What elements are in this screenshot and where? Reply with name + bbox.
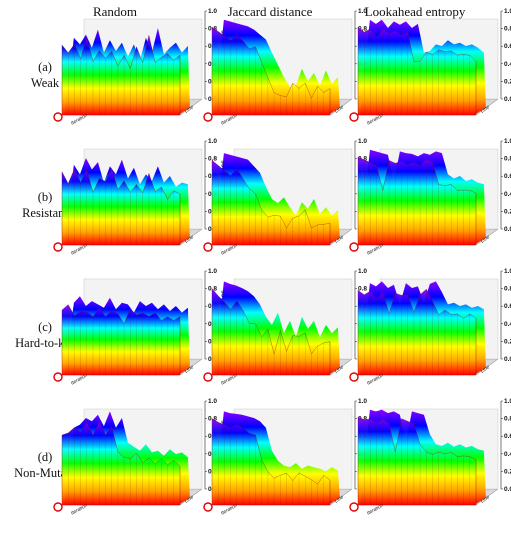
surface-front [211,159,331,246]
z-tick-label: 1.0 [358,268,367,275]
origin-marker-icon [203,112,213,122]
y-axis-label: Line [184,104,195,114]
surface-panel-d-jaccard: 0.00.20.40.60.81.0SuspiciousnessIteratio… [203,398,377,517]
z-tick-label: 1.0 [504,398,511,405]
z-tick-label: 0.8 [208,286,217,293]
row-letter: (d) [38,450,53,464]
surface-front [61,304,181,376]
surface-front [211,26,331,116]
y-axis-label: Line [184,364,195,374]
z-tick-label: 0.6 [504,303,511,310]
z-tick-label: 1.0 [504,8,511,15]
column-header-2: Lookahead entropy [365,4,466,19]
z-tick-label: 0.8 [504,286,511,293]
origin-marker-icon [349,372,359,382]
z-tick-label: 0.0 [504,226,511,233]
row-label-2: (c) Hard-to-kill [15,320,75,350]
z-tick-label: 0.4 [504,61,511,68]
origin-marker-icon [203,372,213,382]
z-tick-label: 0.2 [504,78,511,85]
surface-panel-c-jaccard: 0.00.20.40.60.81.0SuspiciousnessIteratio… [203,268,377,387]
y-axis-label: Line [334,494,345,504]
row-name: Resistant [22,206,68,220]
origin-marker-icon [53,372,63,382]
z-tick-label: 0.8 [504,416,511,423]
row-letter: (b) [38,190,53,204]
z-tick-label: 1.0 [358,398,367,405]
z-tick-label: 0.4 [504,191,511,198]
origin-marker-icon [349,242,359,252]
row-label-1: (b) Resistant [22,190,68,220]
z-tick-label: 0.4 [504,451,511,458]
surface-panel-b-random: 0.00.20.40.60.81.0SuspiciousnessIteratio… [53,138,227,257]
z-tick-label: 0.0 [504,486,511,493]
y-axis-label: Line [184,494,195,504]
y-axis-label: Line [480,104,491,114]
surface-panel-c-random: 0.00.20.40.60.81.0SuspiciousnessIteratio… [53,268,227,387]
origin-marker-icon [349,112,359,122]
row-letter: (c) [38,320,52,334]
z-tick-label: 1.0 [504,138,511,145]
origin-marker-icon [349,502,359,512]
z-tick-label: 0.4 [504,321,511,328]
origin-marker-icon [203,502,213,512]
column-header-0: Random [93,4,137,19]
z-tick-label: 0.8 [358,286,367,293]
origin-marker-icon [203,242,213,252]
y-axis-label: Line [334,364,345,374]
z-tick-label: 1.0 [208,398,217,405]
surface-panel-a-jaccard: 0.00.20.40.60.81.0SuspiciousnessIteratio… [203,8,377,127]
z-tick-label: 1.0 [358,138,367,145]
surface-panel-a-random: 0.00.20.40.60.81.0SuspiciousnessIteratio… [53,8,227,127]
z-tick-label: 1.0 [208,8,217,15]
z-tick-label: 0.6 [504,173,511,180]
z-tick-label: 0.0 [504,356,511,363]
z-tick-label: 0.8 [504,26,511,33]
y-axis-label: Line [334,104,345,114]
surface-panel-a-lookahead: 0.00.20.40.60.81.0SuspiciousnessIteratio… [349,8,511,127]
z-tick-label: 0.6 [504,43,511,50]
z-tick-label: 1.0 [504,268,511,275]
surface-panel-c-lookahead: 0.00.20.40.60.81.0SuspiciousnessIteratio… [349,268,511,387]
y-axis-label: Line [334,234,345,244]
z-tick-label: 0.8 [504,156,511,163]
y-axis-label: Line [480,494,491,504]
row-name: Weak [31,76,60,90]
z-tick-label: 1.0 [208,268,217,275]
z-tick-label: 1.0 [208,138,217,145]
z-tick-label: 0.6 [504,433,511,440]
row-label-0: (a) Weak [31,60,60,90]
origin-marker-icon [53,242,63,252]
surface-front [61,35,181,116]
surface-panel-b-lookahead: 0.00.20.40.60.81.0SuspiciousnessIteratio… [349,138,511,257]
surface-panel-b-jaccard: 0.00.20.40.60.81.0SuspiciousnessIteratio… [203,138,377,257]
surface-front [357,288,477,376]
surface-front [61,421,181,506]
z-tick-label: 1.0 [358,8,367,15]
surface-panel-d-random: 0.00.20.40.60.81.0SuspiciousnessIteratio… [53,398,227,517]
row-letter: (a) [38,60,52,74]
surface-front [357,416,477,506]
surface-front [357,156,477,246]
row-label-3: (d) Non-Mutant [14,450,76,480]
z-tick-label: 0.2 [504,208,511,215]
origin-marker-icon [53,112,63,122]
z-tick-label: 0.8 [208,156,217,163]
row-name: Non-Mutant [14,466,76,480]
y-axis-label: Line [480,364,491,374]
surface-panel-d-lookahead: 0.00.20.40.60.81.0SuspiciousnessIteratio… [349,398,511,517]
row-name: Hard-to-kill [15,336,75,350]
z-tick-label: 0.2 [504,468,511,475]
y-axis-label: Line [480,234,491,244]
column-header-1: Jaccard distance [228,4,313,19]
z-tick-label: 0.0 [504,96,511,103]
origin-marker-icon [53,502,63,512]
z-tick-label: 0.8 [358,26,367,33]
y-axis-label: Line [184,234,195,244]
z-tick-label: 0.2 [504,338,511,345]
